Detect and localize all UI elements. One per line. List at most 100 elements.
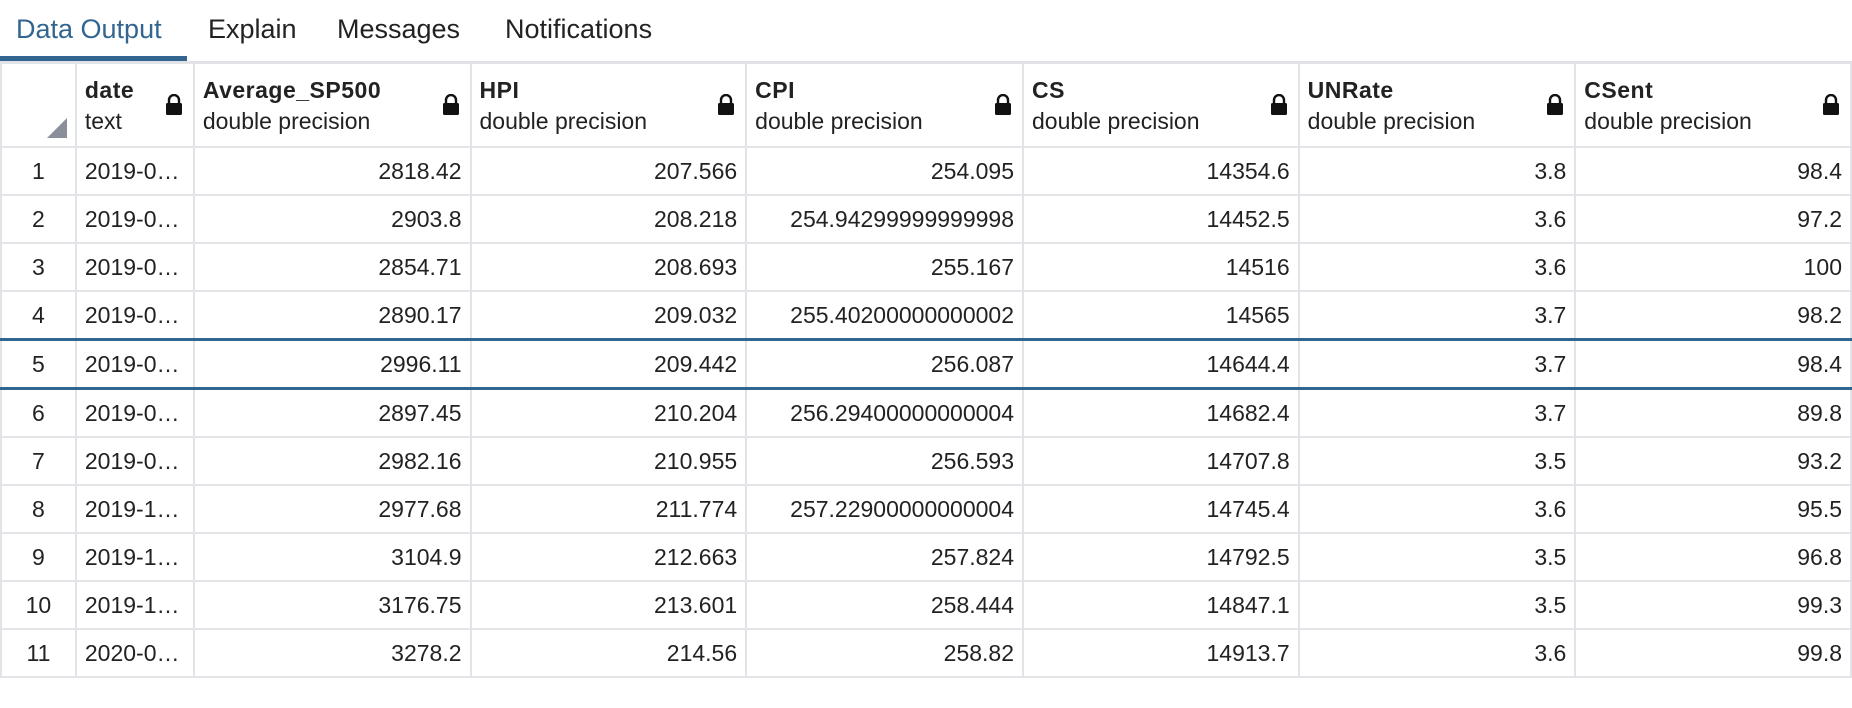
cell-cs[interactable]: 14745.4 [1022,484,1300,534]
cell-cpi[interactable]: 256.087 [745,338,1025,390]
cell-cpi[interactable]: 258.444 [745,580,1025,630]
cell-hpi[interactable]: 208.693 [469,242,748,292]
cell-unrate[interactable]: 3.6 [1297,484,1577,534]
row-number[interactable]: 10 [0,580,77,630]
cell-date[interactable]: 2019-1… [74,484,195,534]
cell-cpi[interactable]: 257.824 [745,532,1025,582]
cell-unrate[interactable]: 3.5 [1297,580,1577,630]
row-number[interactable]: 6 [0,387,77,438]
cell-cs[interactable]: 14565 [1022,290,1300,341]
column-header-hpi[interactable]: HPI double precision [469,62,748,148]
cell-average-sp500[interactable]: 3176.75 [192,580,472,630]
cell-cs[interactable]: 14452.5 [1022,194,1300,244]
row-number[interactable]: 3 [0,242,77,292]
cell-hpi[interactable]: 212.663 [469,532,748,582]
cell-hpi[interactable]: 210.955 [469,436,748,486]
row-number[interactable]: 5 [0,338,77,390]
select-all-corner[interactable] [0,62,77,148]
cell-csent[interactable]: 97.2 [1574,194,1852,244]
cell-hpi[interactable]: 209.442 [469,338,748,390]
tab-notifications[interactable]: Notifications [505,14,653,44]
tab-messages[interactable]: Messages [337,14,461,44]
cell-unrate[interactable]: 3.5 [1297,532,1577,582]
cell-average-sp500[interactable]: 2982.16 [192,436,472,486]
cell-hpi[interactable]: 207.566 [469,146,748,196]
cell-hpi[interactable]: 213.601 [469,580,748,630]
cell-unrate[interactable]: 3.7 [1297,290,1577,341]
column-header-date[interactable]: date text [74,62,195,148]
cell-date[interactable]: 2019-0… [74,338,195,390]
cell-unrate[interactable]: 3.7 [1297,387,1577,438]
cell-csent[interactable]: 95.5 [1574,484,1852,534]
table-row[interactable]: 4 2019-0… 2890.17 209.032 255.40200000000002… [0,290,1852,341]
cell-csent[interactable]: 93.2 [1574,436,1852,486]
row-number[interactable]: 2 [0,194,77,244]
table-row[interactable]: 3 2019-0… 2854.71 208.693 255.167 14516 3.6 100 [0,242,1852,292]
cell-cs[interactable]: 14847.1 [1022,580,1300,630]
table-row[interactable]: 7 2019-0… 2982.16 210.955 256.593 14707.8 3.5 9… [0,436,1852,486]
cell-average-sp500[interactable]: 3278.2 [192,628,472,678]
cell-cs[interactable]: 14644.4 [1022,338,1300,390]
cell-cs[interactable]: 14354.6 [1022,146,1300,196]
table-row[interactable]: 10 2019-1… 3176.75 213.601 258.444 14847.1 3.5… [0,580,1852,630]
cell-average-sp500[interactable]: 2977.68 [192,484,472,534]
cell-cpi[interactable]: 255.40200000000002 [745,290,1025,341]
table-row[interactable]: 8 2019-1… 2977.68 211.774 257.22900000000004… [0,484,1852,534]
row-number[interactable]: 4 [0,290,77,341]
cell-average-sp500[interactable]: 2818.42 [192,146,472,196]
cell-date[interactable]: 2019-0… [74,290,195,341]
cell-average-sp500[interactable]: 2903.8 [192,194,472,244]
row-number[interactable]: 9 [0,532,77,582]
cell-cs[interactable]: 14682.4 [1022,387,1300,438]
cell-unrate[interactable]: 3.6 [1297,242,1577,292]
cell-cpi[interactable]: 254.94299999999998 [745,194,1025,244]
row-number[interactable]: 8 [0,484,77,534]
cell-cpi[interactable]: 255.167 [745,242,1025,292]
cell-unrate[interactable]: 3.8 [1297,146,1577,196]
cell-date[interactable]: 2019-0… [74,436,195,486]
column-header-unrate[interactable]: UNRate double precision [1297,62,1577,148]
cell-unrate[interactable]: 3.6 [1297,628,1577,678]
cell-unrate[interactable]: 3.7 [1297,338,1577,390]
cell-cpi[interactable]: 254.095 [745,146,1025,196]
cell-hpi[interactable]: 208.218 [469,194,748,244]
cell-cpi[interactable]: 257.22900000000004 [745,484,1025,534]
cell-csent[interactable]: 98.2 [1574,290,1852,341]
cell-date[interactable]: 2019-0… [74,242,195,292]
column-header-cs[interactable]: CS double precision [1022,62,1300,148]
cell-cs[interactable]: 14913.7 [1022,628,1300,678]
column-header-average-sp500[interactable]: Average_SP500 double precision [192,62,472,148]
cell-cpi[interactable]: 258.82 [745,628,1025,678]
cell-average-sp500[interactable]: 2996.11 [192,338,472,390]
cell-date[interactable]: 2019-1… [74,532,195,582]
cell-average-sp500[interactable]: 3104.9 [192,532,472,582]
cell-date[interactable]: 2020-0… [74,628,195,678]
cell-average-sp500[interactable]: 2897.45 [192,387,472,438]
column-header-csent[interactable]: CSent double precision [1574,62,1852,148]
column-header-cpi[interactable]: CPI double precision [745,62,1025,148]
cell-average-sp500[interactable]: 2890.17 [192,290,472,341]
cell-unrate[interactable]: 3.5 [1297,436,1577,486]
cell-date[interactable]: 2019-0… [74,146,195,196]
cell-date[interactable]: 2019-0… [74,387,195,438]
tab-explain[interactable]: Explain [208,14,297,44]
cell-csent[interactable]: 89.8 [1574,387,1852,438]
cell-unrate[interactable]: 3.6 [1297,194,1577,244]
row-number[interactable]: 1 [0,146,77,196]
cell-cpi[interactable]: 256.593 [745,436,1025,486]
table-row[interactable]: 5 2019-0… 2996.11 209.442 256.087 14644.4 3.7 9… [0,338,1852,390]
row-number[interactable]: 11 [0,628,77,678]
cell-csent[interactable]: 98.4 [1574,338,1852,390]
cell-csent[interactable]: 100 [1574,242,1852,292]
cell-cs[interactable]: 14707.8 [1022,436,1300,486]
table-row[interactable]: 9 2019-1… 3104.9 212.663 257.824 14792.5 3.5 96… [0,532,1852,582]
cell-cs[interactable]: 14516 [1022,242,1300,292]
cell-average-sp500[interactable]: 2854.71 [192,242,472,292]
cell-hpi[interactable]: 210.204 [469,387,748,438]
table-row[interactable]: 1 2019-0… 2818.42 207.566 254.095 14354.6 3.8 9… [0,146,1852,196]
cell-csent[interactable]: 99.8 [1574,628,1852,678]
table-row[interactable]: 2 2019-0… 2903.8 208.218 254.94299999999998 1… [0,194,1852,244]
cell-hpi[interactable]: 214.56 [469,628,748,678]
tab-data-output[interactable]: Data Output [16,14,162,44]
cell-csent[interactable]: 96.8 [1574,532,1852,582]
